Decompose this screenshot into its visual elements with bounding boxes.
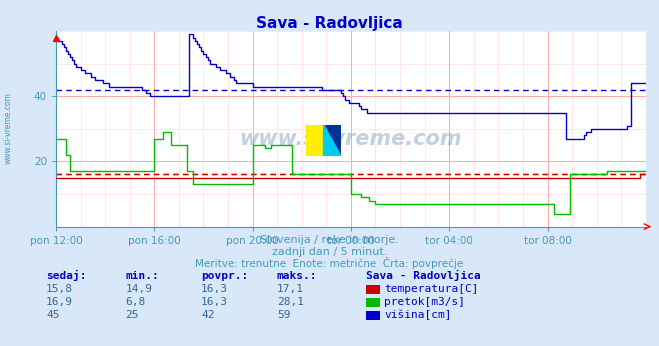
Text: 16,9: 16,9: [46, 297, 73, 307]
Text: 16,3: 16,3: [201, 284, 228, 294]
Text: 42: 42: [201, 310, 214, 320]
Text: 15,8: 15,8: [46, 284, 73, 294]
Text: temperatura[C]: temperatura[C]: [384, 284, 478, 294]
Text: Sava - Radovljica: Sava - Radovljica: [366, 270, 480, 281]
Text: www.si-vreme.com: www.si-vreme.com: [4, 92, 13, 164]
Text: min.:: min.:: [125, 271, 159, 281]
Text: 16,3: 16,3: [201, 297, 228, 307]
Text: sedaj:: sedaj:: [46, 270, 86, 281]
Text: 28,1: 28,1: [277, 297, 304, 307]
Text: Meritve: trenutne  Enote: metrične  Črta: povprečje: Meritve: trenutne Enote: metrične Črta: …: [195, 257, 464, 269]
Text: 17,1: 17,1: [277, 284, 304, 294]
Text: maks.:: maks.:: [277, 271, 317, 281]
Text: 25: 25: [125, 310, 138, 320]
Text: 6,8: 6,8: [125, 297, 146, 307]
Text: višina[cm]: višina[cm]: [384, 310, 451, 320]
Polygon shape: [306, 125, 324, 156]
Text: www.si-vreme.com: www.si-vreme.com: [240, 129, 462, 149]
Text: Slovenija / reke in morje.: Slovenija / reke in morje.: [260, 236, 399, 245]
Text: zadnji dan / 5 minut.: zadnji dan / 5 minut.: [272, 247, 387, 257]
Text: 45: 45: [46, 310, 59, 320]
Text: 59: 59: [277, 310, 290, 320]
Text: povpr.:: povpr.:: [201, 271, 248, 281]
Text: pretok[m3/s]: pretok[m3/s]: [384, 297, 465, 307]
Text: Sava - Radovljica: Sava - Radovljica: [256, 16, 403, 30]
Polygon shape: [324, 125, 341, 156]
Text: 14,9: 14,9: [125, 284, 152, 294]
